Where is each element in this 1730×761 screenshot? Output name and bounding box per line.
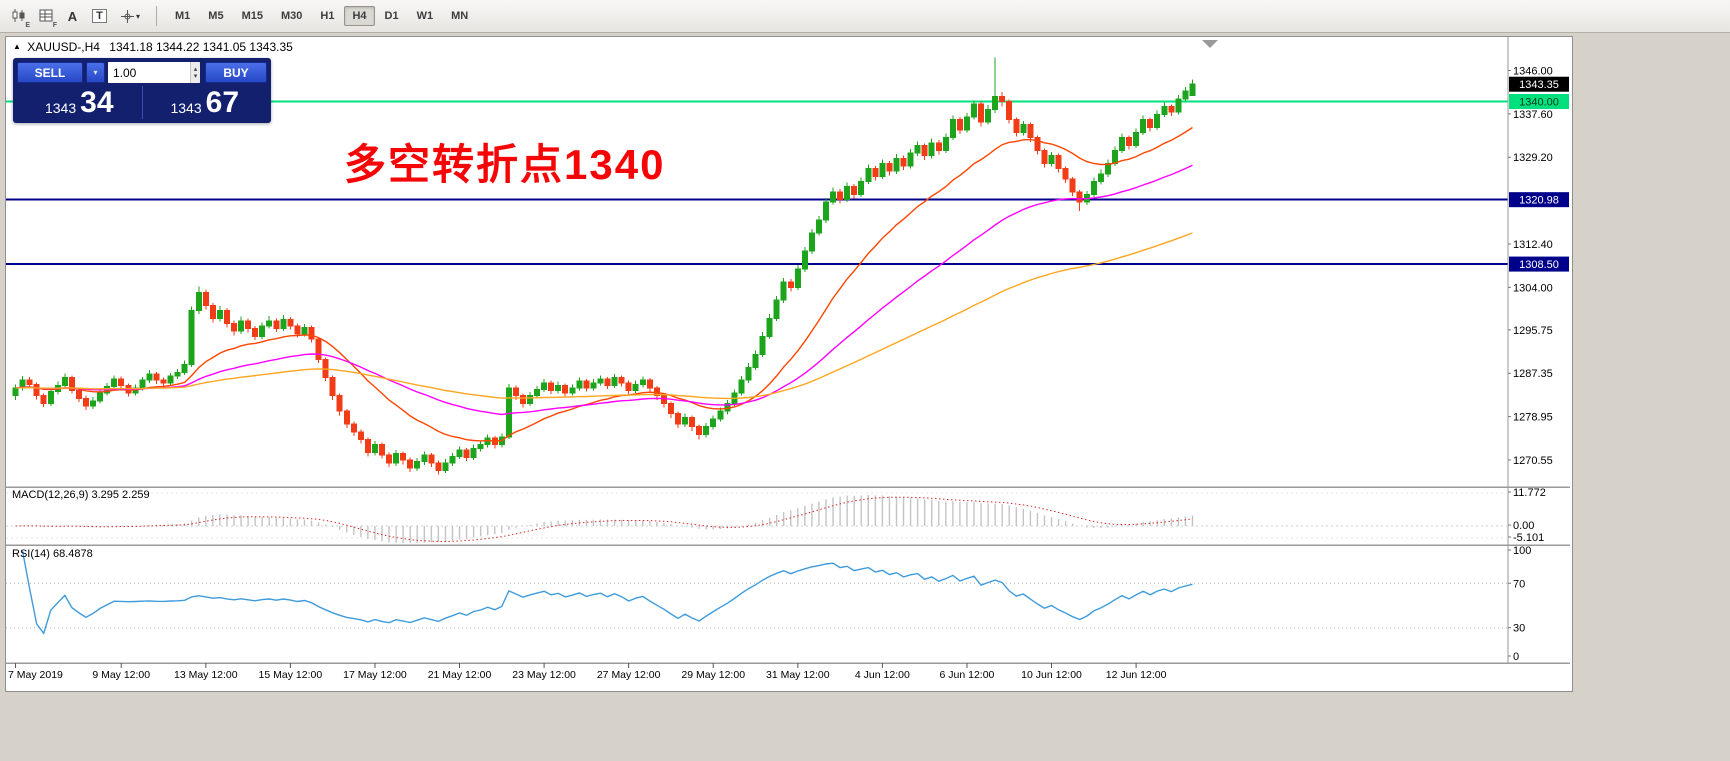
text-box-tool-button[interactable]: T bbox=[86, 4, 113, 29]
svg-text:1278.95: 1278.95 bbox=[1513, 412, 1553, 424]
candles-layer bbox=[12, 57, 1196, 475]
svg-text:1312.40: 1312.40 bbox=[1513, 239, 1553, 251]
buy-price-main: 1343 bbox=[170, 100, 202, 116]
price-badge-1340.00 bbox=[1509, 94, 1569, 110]
svg-text:7 May 2019: 7 May 2019 bbox=[8, 669, 63, 681]
svg-text:12 Jun 12:00: 12 Jun 12:00 bbox=[1106, 669, 1167, 681]
horizontal-level-lines bbox=[6, 100, 1508, 266]
svg-text:21 May 12:00: 21 May 12:00 bbox=[428, 669, 492, 681]
svg-text:1304.00: 1304.00 bbox=[1513, 282, 1553, 294]
svg-text:1308.50: 1308.50 bbox=[1519, 259, 1559, 271]
svg-text:9 May 12:00: 9 May 12:00 bbox=[92, 669, 150, 681]
buy-button[interactable]: BUY bbox=[205, 62, 267, 83]
rsi-panel bbox=[6, 550, 1508, 635]
sell-price-pips: 34 bbox=[80, 86, 114, 119]
svg-text:0: 0 bbox=[1513, 651, 1519, 663]
timeframe-h4-button[interactable]: H4 bbox=[344, 6, 375, 26]
chart-annotation-text: 多空转折点1340 bbox=[344, 141, 666, 188]
timeframe-bar: M1 M5 M15 M30 H1 H4 D1 W1 MN bbox=[166, 6, 477, 26]
tool-sub-label: E bbox=[25, 21, 30, 29]
price-badge-1308.50 bbox=[1509, 256, 1569, 272]
svg-text:1295.75: 1295.75 bbox=[1513, 325, 1553, 337]
lot-size-input[interactable] bbox=[108, 62, 190, 83]
lot-size-wrap: ▴ ▾ bbox=[108, 62, 200, 83]
sell-price-display[interactable]: 1343 34 bbox=[17, 86, 143, 119]
toolbar-separator bbox=[156, 6, 157, 26]
label-tool-button[interactable]: A bbox=[59, 4, 86, 29]
timeframe-mn-button[interactable]: MN bbox=[451, 10, 469, 22]
chart-shift-marker-icon[interactable] bbox=[1202, 40, 1218, 48]
svg-text:27 May 12:00: 27 May 12:00 bbox=[597, 669, 661, 681]
svg-text:13 May 12:00: 13 May 12:00 bbox=[174, 669, 238, 681]
chevron-down-icon: ▾ bbox=[135, 11, 140, 21]
timeframe-m1-button[interactable]: M1 bbox=[175, 10, 191, 22]
crosshair-tool-button[interactable]: ▾ bbox=[113, 4, 147, 29]
lot-dropdown-button[interactable]: ▾ bbox=[86, 62, 105, 83]
moving-averages-layer bbox=[15, 126, 1193, 442]
price-badge-1320.98 bbox=[1509, 192, 1569, 208]
svg-text:1270.55: 1270.55 bbox=[1513, 455, 1553, 467]
svg-text:1337.60: 1337.60 bbox=[1513, 109, 1553, 121]
buy-price-display[interactable]: 1343 67 bbox=[143, 86, 268, 119]
svg-text:17 May 12:00: 17 May 12:00 bbox=[343, 669, 407, 681]
grid-tool-button[interactable]: F bbox=[32, 4, 59, 29]
svg-text:31 May 12:00: 31 May 12:00 bbox=[766, 669, 830, 681]
timeframe-m5-button[interactable]: M5 bbox=[208, 10, 224, 22]
symbol-name: XAUUSD-,H4 bbox=[27, 40, 100, 54]
buy-price-pips: 67 bbox=[205, 86, 240, 119]
spinner-down-icon[interactable]: ▾ bbox=[193, 72, 198, 80]
grid-tool-icon bbox=[39, 9, 52, 22]
svg-text:29 May 12:00: 29 May 12:00 bbox=[681, 669, 745, 681]
timeframe-w1-button[interactable]: W1 bbox=[416, 10, 434, 22]
svg-text:1346.00: 1346.00 bbox=[1513, 66, 1553, 78]
svg-text:1287.35: 1287.35 bbox=[1513, 368, 1553, 380]
sell-price-main: 1343 bbox=[44, 100, 77, 116]
sell-button[interactable]: SELL bbox=[17, 62, 83, 83]
macd-panel bbox=[6, 492, 1508, 543]
lot-spinner[interactable]: ▴ ▾ bbox=[190, 62, 200, 83]
crosshair-icon bbox=[120, 9, 134, 23]
label-a-icon: A bbox=[67, 8, 78, 24]
rsi-indicator-label: RSI(14) 68.4878 bbox=[12, 548, 93, 560]
text-box-icon: T bbox=[92, 9, 107, 23]
candlestick-tool-icon bbox=[12, 9, 24, 22]
svg-text:1343.35: 1343.35 bbox=[1519, 79, 1559, 91]
time-axis: 7 May 2019 9 May 12:00 13 May 12:00 15 May … bbox=[8, 663, 1167, 681]
svg-text:1320.98: 1320.98 bbox=[1519, 195, 1559, 207]
svg-text:0.00: 0.00 bbox=[1513, 520, 1534, 532]
chart-window[interactable]: 1346.00 1337.60 1329.20 1312.40 1304.00 1295.… bbox=[5, 36, 1573, 692]
timeframe-h1-button[interactable]: H1 bbox=[320, 10, 335, 22]
tool-sub-label: F bbox=[52, 21, 57, 29]
timeframe-m15-button[interactable]: M15 bbox=[241, 10, 263, 22]
candlestick-tool-button[interactable]: E bbox=[5, 4, 32, 29]
svg-text:30: 30 bbox=[1513, 623, 1525, 635]
svg-text:6 Jun 12:00: 6 Jun 12:00 bbox=[940, 669, 995, 681]
svg-text:11.772: 11.772 bbox=[1513, 487, 1546, 499]
macd-indicator-label: MACD(12,26,9) 3.295 2.259 bbox=[12, 489, 150, 501]
panel-frames bbox=[6, 37, 1570, 664]
svg-text:10 Jun 12:00: 10 Jun 12:00 bbox=[1021, 669, 1082, 681]
svg-text:1329.20: 1329.20 bbox=[1513, 152, 1553, 164]
collapse-triangle-icon: ▲ bbox=[13, 42, 21, 51]
ohlc-readout: 1341.18 1344.22 1341.05 1343.35 bbox=[109, 40, 293, 54]
svg-text:70: 70 bbox=[1513, 578, 1525, 590]
timeframe-d1-button[interactable]: D1 bbox=[384, 10, 399, 22]
svg-text:15 May 12:00: 15 May 12:00 bbox=[259, 669, 323, 681]
svg-text:-5.101: -5.101 bbox=[1513, 532, 1544, 544]
top-toolbar: E F A T ▾ M1 M5 M15 M30 H1 H4 D1 W1 MN bbox=[0, 0, 1730, 33]
price-badge-1343.35 bbox=[1509, 76, 1569, 92]
price-axis: 1346.00 1337.60 1329.20 1312.40 1304.00 1295.… bbox=[1508, 66, 1569, 663]
one-click-trade-panel: SELL ▾ ▴ ▾ BUY 1343 34 1343 67 bbox=[13, 58, 271, 123]
svg-text:100: 100 bbox=[1513, 545, 1531, 557]
symbol-header: ▲ XAUUSD-,H4 1341.18 1344.22 1341.05 134… bbox=[13, 40, 293, 54]
svg-text:23 May 12:00: 23 May 12:00 bbox=[512, 669, 576, 681]
chart-canvas[interactable]: 1346.00 1337.60 1329.20 1312.40 1304.00 1295.… bbox=[6, 37, 1570, 689]
svg-text:1340.00: 1340.00 bbox=[1519, 97, 1559, 109]
spinner-up-icon[interactable]: ▴ bbox=[193, 65, 198, 73]
svg-text:4 Jun 12:00: 4 Jun 12:00 bbox=[855, 669, 910, 681]
timeframe-m30-button[interactable]: M30 bbox=[280, 10, 303, 22]
